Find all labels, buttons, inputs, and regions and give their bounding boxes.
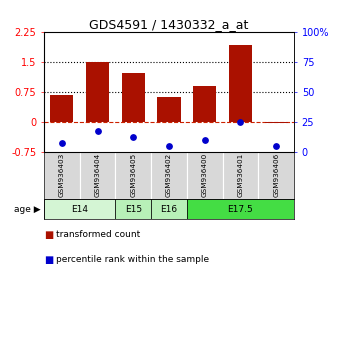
Bar	[115, 199, 151, 219]
Bar	[122, 73, 145, 122]
Text: age ▶: age ▶	[14, 205, 41, 213]
Title: GDS4591 / 1430332_a_at: GDS4591 / 1430332_a_at	[89, 18, 249, 31]
Point	[130, 134, 136, 139]
Bar	[151, 199, 187, 219]
Text: GSM936403: GSM936403	[59, 152, 65, 196]
Point	[166, 143, 172, 149]
Point	[95, 128, 100, 133]
Text: GSM936404: GSM936404	[95, 152, 100, 196]
Bar	[187, 152, 223, 199]
Bar	[80, 152, 115, 199]
Bar	[115, 152, 151, 199]
Text: percentile rank within the sample: percentile rank within the sample	[56, 255, 209, 264]
Bar	[44, 152, 80, 199]
Text: GSM936400: GSM936400	[202, 152, 208, 196]
Point	[273, 143, 279, 149]
Point	[202, 137, 208, 143]
Bar	[86, 62, 109, 122]
Bar	[158, 97, 180, 122]
Bar	[265, 122, 288, 123]
Text: E14: E14	[71, 205, 88, 213]
Text: GSM936405: GSM936405	[130, 152, 136, 196]
Point	[59, 140, 65, 145]
Point	[238, 119, 243, 125]
Bar	[187, 199, 294, 219]
Text: GSM936402: GSM936402	[166, 152, 172, 196]
Bar	[50, 95, 73, 122]
Text: GSM936401: GSM936401	[238, 152, 243, 196]
Bar	[223, 152, 258, 199]
Text: ■: ■	[44, 230, 53, 240]
Text: E16: E16	[161, 205, 177, 213]
Bar	[229, 45, 252, 122]
Text: ■: ■	[44, 255, 53, 265]
Text: GSM936406: GSM936406	[273, 152, 279, 196]
Text: E17.5: E17.5	[227, 205, 254, 213]
Bar	[258, 152, 294, 199]
Bar	[151, 152, 187, 199]
Text: E15: E15	[125, 205, 142, 213]
Bar	[44, 199, 115, 219]
Text: transformed count: transformed count	[56, 230, 140, 239]
Bar	[193, 86, 216, 122]
